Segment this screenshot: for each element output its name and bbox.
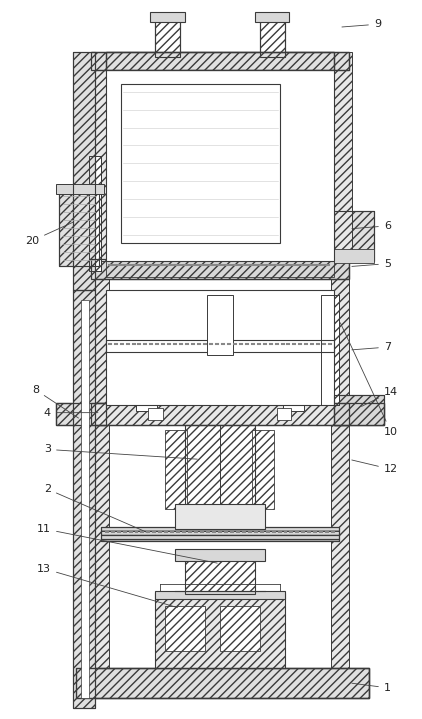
Text: 12: 12	[352, 460, 398, 475]
Bar	[59, 186, 99, 265]
Bar	[175, 296, 203, 343]
Bar	[331, 52, 349, 693]
Bar	[155, 593, 284, 668]
Bar	[220, 606, 260, 651]
Bar	[89, 156, 101, 270]
Bar	[91, 259, 349, 278]
Bar	[185, 557, 255, 595]
Text: 1: 1	[352, 683, 391, 693]
Bar	[56, 184, 104, 194]
Bar	[106, 340, 334, 352]
Bar	[155, 592, 284, 600]
Bar	[106, 70, 334, 261]
Bar	[282, 393, 304, 400]
Bar	[155, 17, 180, 57]
Bar	[237, 296, 265, 343]
Bar	[185, 557, 255, 595]
Bar	[89, 156, 101, 270]
Bar	[155, 593, 284, 668]
Bar	[91, 259, 349, 278]
Bar	[255, 12, 289, 22]
Bar	[334, 211, 374, 261]
Bar	[76, 668, 369, 697]
Bar	[91, 52, 109, 693]
Bar	[207, 296, 233, 355]
Bar	[321, 296, 339, 405]
Bar	[260, 17, 284, 57]
Bar	[220, 424, 255, 529]
Bar	[91, 403, 349, 424]
Bar	[59, 186, 99, 265]
Bar	[106, 340, 334, 352]
Bar	[135, 393, 157, 400]
Bar	[73, 290, 95, 707]
Bar	[135, 393, 157, 411]
Text: 5: 5	[352, 259, 391, 269]
Bar	[121, 84, 279, 243]
Bar	[56, 403, 106, 424]
Text: 4: 4	[44, 408, 98, 418]
Bar	[106, 261, 334, 277]
Bar	[106, 52, 334, 70]
Bar	[276, 408, 292, 420]
Bar	[260, 17, 284, 57]
Bar	[155, 17, 180, 57]
Text: 10: 10	[340, 323, 398, 436]
Text: 3: 3	[44, 444, 197, 459]
Text: 2: 2	[44, 484, 148, 533]
Bar	[73, 52, 95, 290]
Bar	[334, 395, 384, 424]
Text: 13: 13	[37, 564, 178, 608]
Bar	[175, 549, 265, 561]
Bar	[334, 403, 384, 424]
Bar	[334, 403, 384, 424]
Bar	[334, 52, 352, 261]
Bar	[149, 408, 163, 420]
Bar	[101, 527, 339, 541]
Text: 6: 6	[352, 221, 391, 231]
Bar	[207, 296, 233, 355]
Bar	[175, 504, 265, 529]
Bar	[282, 393, 304, 411]
Bar	[165, 606, 205, 651]
Bar	[252, 429, 273, 509]
Bar	[334, 211, 374, 261]
Bar	[73, 290, 95, 707]
Bar	[175, 504, 265, 529]
Bar	[56, 403, 106, 424]
Text: 8: 8	[32, 385, 78, 418]
Bar	[106, 290, 334, 405]
Bar	[91, 52, 349, 70]
Bar	[73, 52, 95, 290]
Bar	[185, 424, 220, 529]
Bar	[91, 403, 349, 424]
Bar	[334, 249, 374, 262]
Bar	[106, 52, 334, 70]
Bar	[76, 668, 369, 697]
Bar	[185, 424, 255, 529]
Bar	[101, 527, 339, 541]
Text: 11: 11	[37, 524, 217, 563]
Bar	[91, 52, 109, 261]
Text: 20: 20	[25, 222, 73, 246]
Bar	[150, 12, 185, 22]
Bar	[91, 52, 349, 70]
Bar	[165, 429, 187, 509]
Bar	[321, 296, 339, 405]
Text: 9: 9	[342, 19, 381, 29]
Bar	[334, 395, 384, 424]
Bar	[81, 301, 89, 697]
Text: 7: 7	[352, 342, 391, 352]
Text: 14: 14	[362, 387, 398, 406]
